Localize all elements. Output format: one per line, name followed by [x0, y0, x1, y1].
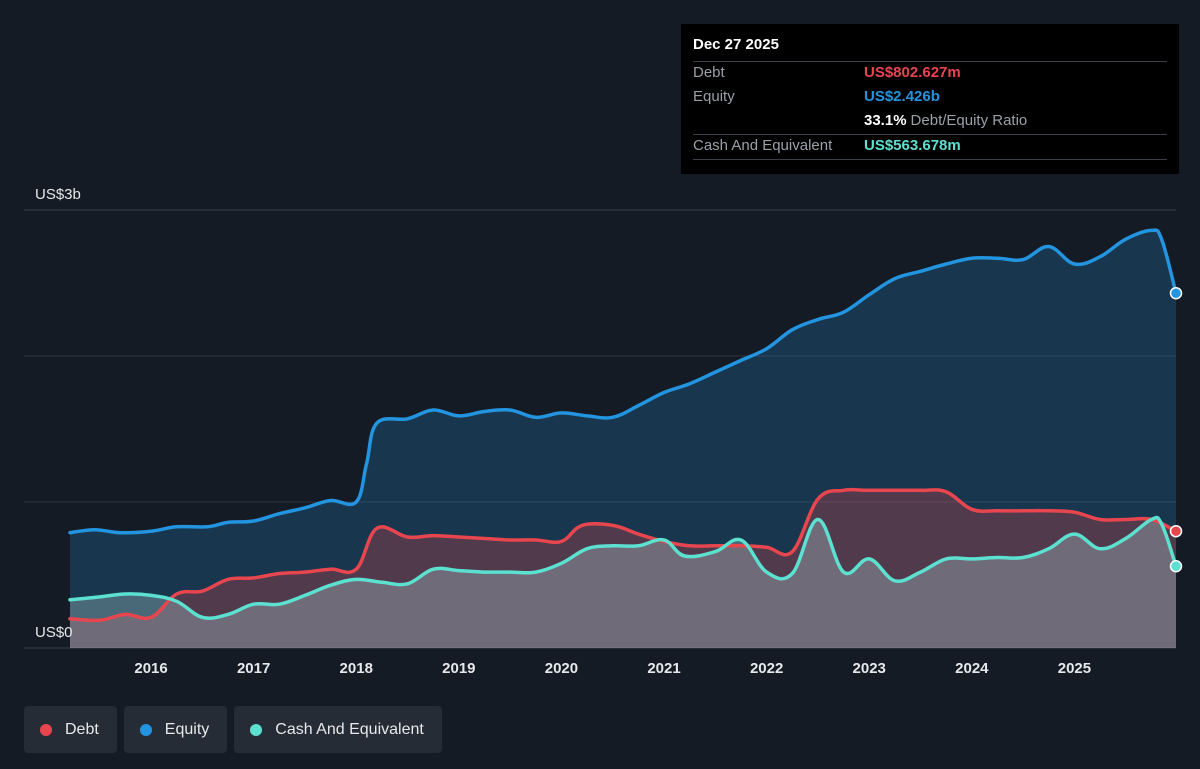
debt-area	[70, 489, 1176, 648]
x-tick-label-2025: 2025	[1058, 660, 1091, 677]
tooltip-row-debt: Debt US$802.627m	[693, 61, 1167, 86]
tooltip-ratio-label: Debt/Equity Ratio	[910, 112, 1028, 129]
equity-end-marker	[1169, 286, 1183, 300]
series-areas	[70, 230, 1176, 648]
tooltip-ratio-value: 33.1%	[864, 112, 907, 129]
series-lines	[68, 228, 1178, 623]
x-tick-label-2016: 2016	[134, 660, 167, 677]
cash-dot-icon	[250, 723, 263, 736]
tooltip-equity-label: Equity	[693, 88, 735, 105]
x-tick-label-2020: 2020	[545, 660, 578, 677]
end-markers	[1169, 286, 1183, 573]
y-axis-label-0: US$0	[35, 624, 73, 641]
x-tick-label-2023: 2023	[853, 660, 886, 677]
legend-label-debt: Debt	[65, 720, 99, 738]
x-tick-label-2021: 2021	[647, 660, 680, 677]
x-tick-label-2019: 2019	[442, 660, 475, 677]
grid-lines	[24, 209, 1176, 649]
tooltip-cash-label: Cash And Equivalent	[693, 137, 833, 154]
legend-label-cash: Cash And Equivalent	[275, 720, 424, 738]
chart-canvas: US$3b US$0 2016 2017 2018 2019 2020 2021 2022 202…	[24, 186, 1183, 677]
x-tick-label-2017: 2017	[237, 660, 270, 677]
debt-dot-icon	[40, 723, 52, 736]
tooltip-row-cash: Cash And Equivalent US$563.678m	[693, 134, 1167, 159]
cash-line	[68, 515, 1178, 620]
equity-line	[68, 228, 1178, 535]
cash-area	[70, 517, 1176, 648]
tooltip-row-ratio: 33.1% Debt/Equity Ratio	[693, 110, 1167, 134]
x-tick-label-2018: 2018	[340, 660, 373, 677]
legend-item-debt[interactable]: Debt	[24, 706, 117, 753]
x-tick-label-2024: 2024	[955, 660, 989, 677]
tooltip-equity-value: US$2.426b	[864, 88, 940, 105]
axis-labels: US$3b US$0 2016 2017 2018 2019 2020 2021 2022 202…	[35, 186, 1091, 677]
y-axis-label-3: US$3b	[35, 186, 81, 203]
legend-label-equity: Equity	[164, 720, 210, 738]
tooltip-row-equity: Equity US$2.426b	[693, 86, 1167, 110]
tooltip-panel: Dec 27 2025 Debt US$802.627m Equity US$2…	[681, 24, 1179, 174]
legend-item-cash[interactable]: Cash And Equivalent	[234, 706, 442, 753]
tooltip-ratio-spacer	[693, 110, 864, 134]
tooltip-date: Dec 27 2025	[693, 36, 779, 53]
debt-line	[68, 487, 1178, 623]
cash-end-marker	[1169, 559, 1183, 573]
tooltip-debt-label: Debt	[693, 64, 725, 81]
legend-item-equity[interactable]: Equity	[123, 706, 228, 753]
x-tick-label-2022: 2022	[750, 660, 783, 677]
tooltip-debt-value: US$802.627m	[864, 64, 961, 81]
equity-area	[70, 230, 1176, 648]
tooltip-bottom-rule	[693, 159, 1167, 184]
debt-end-marker	[1169, 524, 1183, 538]
tooltip-cash-value: US$563.678m	[864, 137, 961, 154]
equity-dot-icon	[139, 723, 152, 736]
legend: Debt Equity Cash And Equivalent	[24, 706, 442, 753]
